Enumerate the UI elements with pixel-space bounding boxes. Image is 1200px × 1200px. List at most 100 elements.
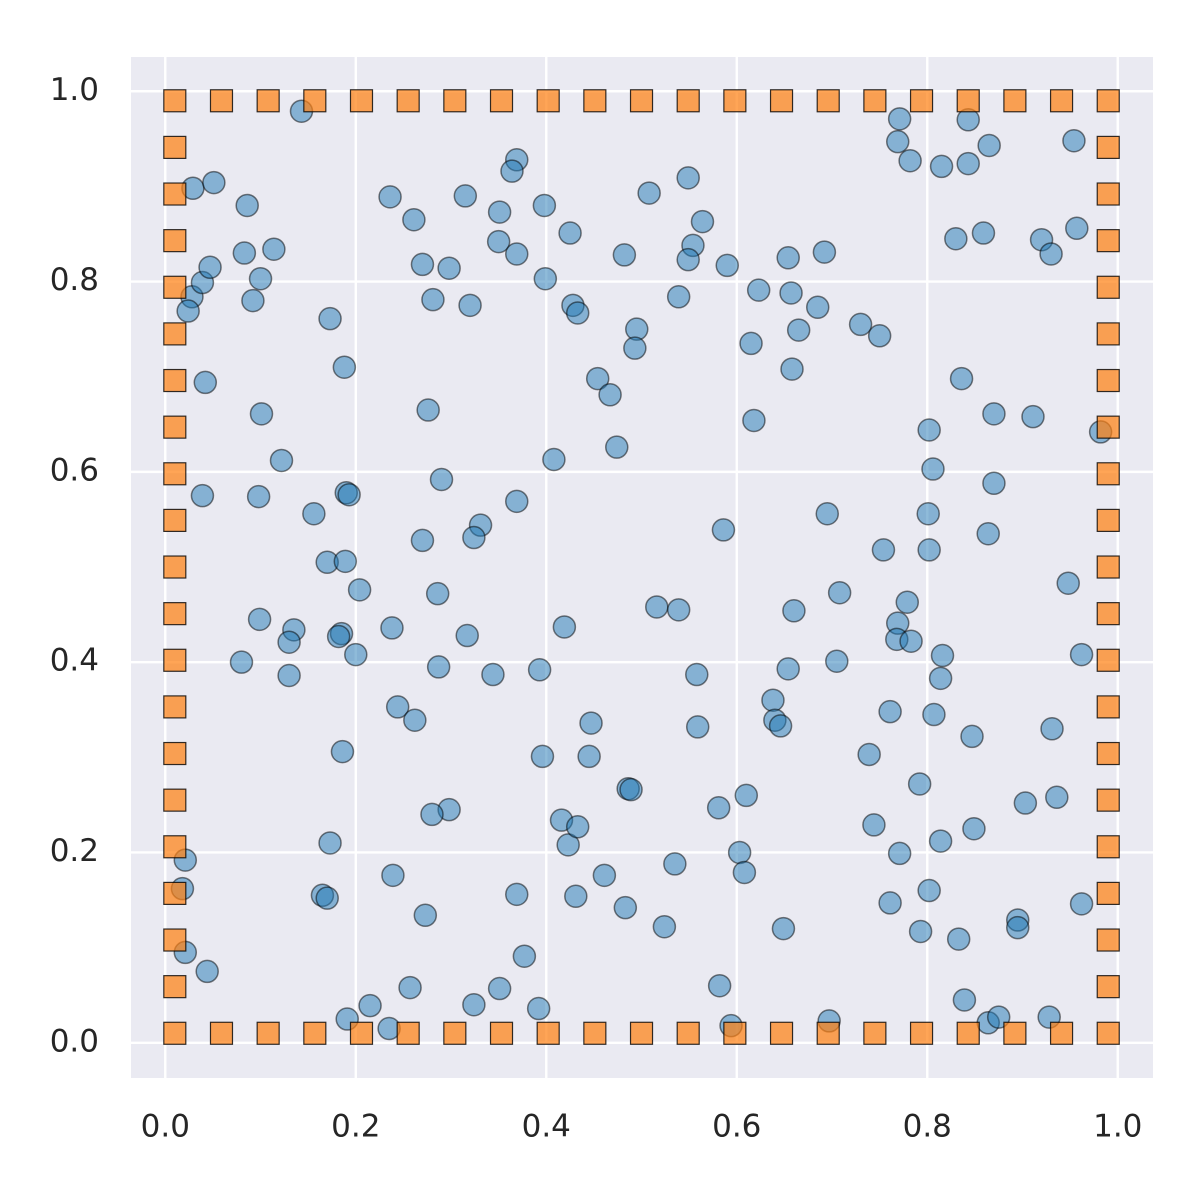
square-point [909,89,934,113]
square-point [863,1021,887,1045]
circle-point [637,181,661,205]
circle-point [666,598,691,622]
circle-point [812,240,837,264]
circle-point [676,247,700,272]
circle-point [690,209,715,234]
square-point [1096,555,1120,579]
circle-point [613,895,638,920]
square-point [536,1021,560,1045]
square-point [583,89,607,113]
square-point [163,508,187,532]
circle-point [398,975,422,1000]
circle-point [248,266,273,291]
y-tick-label: 0.2 [50,833,99,869]
circle-point [619,777,643,802]
y-tick-label: 1.0 [50,72,99,108]
square-point [1096,182,1120,206]
circle-point [332,355,357,379]
circle-point [917,418,941,442]
circle-point [734,783,759,808]
square-point [349,89,374,113]
circle-point [246,484,271,509]
x-tick-label: 0.8 [903,1109,952,1145]
circle-point [878,699,902,724]
circle-point [867,324,892,348]
square-point [723,1021,747,1045]
square-point [163,975,187,999]
circle-point [462,992,486,1017]
square-point [303,89,327,113]
circle-point [663,852,687,876]
square-point [163,135,187,159]
circle-point [652,914,677,939]
square-point [769,1021,794,1045]
square-point [1096,322,1120,346]
circle-point [706,796,731,820]
square-point [163,928,187,952]
plot-area [131,57,1153,1078]
circle-point [771,916,796,941]
circle-point [776,657,800,681]
circle-point [857,742,881,767]
circle-point [976,521,1000,546]
circle-point [776,246,800,270]
square-point [1096,975,1120,999]
square-point [489,1021,514,1045]
circle-point [565,301,590,325]
circle-point [685,662,709,687]
square-point [956,1021,980,1045]
x-tick-label: 0.6 [712,1109,761,1145]
circle-point [532,193,557,218]
circle-point [487,200,512,224]
circle-point [458,293,482,318]
circle-point [928,666,953,691]
circle-point [565,815,590,839]
circle-point [337,482,361,507]
circle-point [1056,571,1080,595]
circle-point [952,988,977,1012]
square-point [163,368,187,393]
circle-point [929,154,954,179]
square-point [1096,462,1120,486]
circle-point [916,501,940,526]
circle-point [982,471,1006,496]
y-tick-label: 0.6 [50,452,99,488]
circle-point [552,615,577,639]
square-point [1003,89,1027,113]
square-point [163,648,187,672]
circle-point [878,891,902,915]
circle-point [326,624,351,649]
square-point [629,89,654,113]
circle-point [585,366,610,391]
circle-point [380,616,404,640]
square-point [1096,602,1120,626]
circle-point [885,129,910,154]
circle-point [453,184,478,208]
circle-point [176,299,200,323]
square-point [536,89,560,113]
square-point [1096,928,1120,952]
circle-point [505,242,529,266]
circle-point [949,366,974,391]
circle-point [605,435,629,459]
circle-point [944,226,968,251]
circle-point [739,331,763,356]
square-point [1096,788,1120,812]
x-tick-label: 0.2 [331,1109,380,1145]
circle-point [241,288,265,313]
square-point [163,462,187,486]
circle-point [732,860,757,885]
y-tick-label: 0.4 [50,643,99,679]
square-point [163,881,187,906]
circle-point [318,831,342,855]
circle-point [277,663,301,688]
square-point [909,1021,934,1045]
x-tick-label: 0.4 [522,1109,571,1145]
circle-point [579,711,603,735]
circle-point [815,501,840,526]
circle-point [416,398,440,422]
circle-point [1069,642,1094,667]
square-point [816,1021,840,1045]
square-point [1096,648,1120,672]
